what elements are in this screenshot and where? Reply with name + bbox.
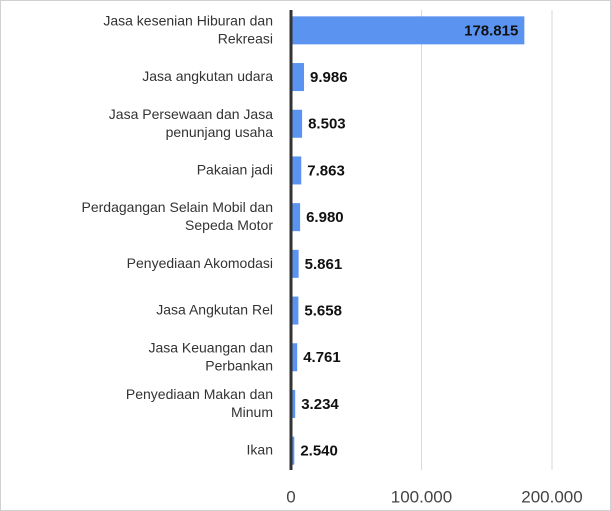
y-tick-label: Penyediaan Akomodasi <box>127 255 273 271</box>
value-label: 9.986 <box>310 69 348 86</box>
value-label: 5.861 <box>305 256 343 273</box>
bar <box>291 156 302 185</box>
y-tick-label: Perdagangan Selain Mobil dan Sepeda Motor <box>82 199 274 233</box>
value-label: 7.863 <box>307 162 345 179</box>
y-tick-label: Jasa angkutan udara <box>142 68 273 84</box>
x-tick-label: 200.000 <box>521 487 582 506</box>
y-tick-label: Penyediaan Makan dan Minum <box>126 386 273 420</box>
y-tick-label: Pakaian jadi <box>197 161 273 177</box>
y-tick-label: Jasa Keuangan dan Perbankan <box>148 339 273 373</box>
value-label: 6.980 <box>306 209 344 226</box>
bar <box>291 203 301 232</box>
bar <box>291 296 299 325</box>
bar <box>291 16 525 45</box>
x-tick-label: 100.000 <box>391 487 452 506</box>
value-label: 5.658 <box>304 303 342 320</box>
bar <box>291 389 296 418</box>
value-label: 178.815 <box>464 22 518 39</box>
y-tick-label: Jasa Angkutan Rel <box>156 301 273 317</box>
bar <box>291 436 295 465</box>
value-label: 3.234 <box>301 396 339 413</box>
y-tick-label: Jasa kesenian Hiburan dan Rekreasi <box>103 12 273 46</box>
y-tick-label: Ikan <box>247 441 273 457</box>
value-label: 2.540 <box>300 443 338 460</box>
value-label: 8.503 <box>308 116 346 133</box>
y-tick-label: Jasa Persewaan dan Jasa penunjang usaha <box>109 105 273 139</box>
value-label: 4.761 <box>303 349 341 366</box>
bar <box>291 109 303 138</box>
bar <box>291 249 299 278</box>
bar <box>291 343 298 372</box>
bar <box>291 63 305 92</box>
x-tick-label: 0 <box>286 487 295 506</box>
